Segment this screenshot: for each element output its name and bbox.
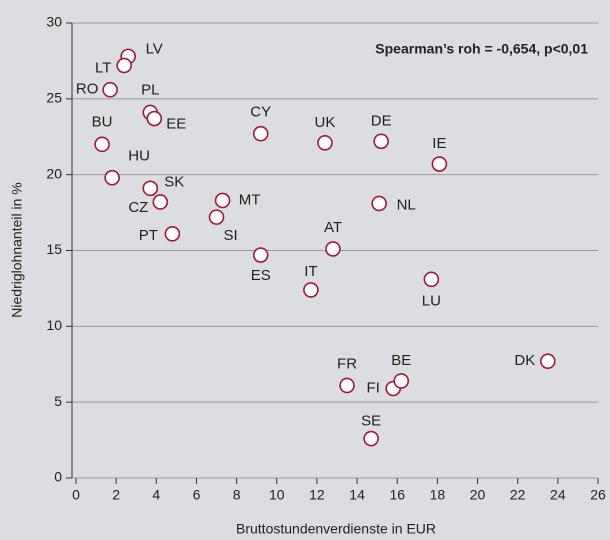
point xyxy=(252,125,269,142)
point-label: SE xyxy=(361,413,381,430)
point xyxy=(214,192,231,209)
point-label: FR xyxy=(337,355,357,372)
point xyxy=(317,135,333,151)
x-tick-label: 22 xyxy=(510,487,526,503)
y-tick-label: 0 xyxy=(54,469,62,485)
x-tick-label: 2 xyxy=(112,487,120,503)
point-label: MT xyxy=(239,191,261,208)
x-tick-label: 12 xyxy=(309,487,325,503)
point-label: BE xyxy=(391,352,411,369)
point-label: LV xyxy=(146,40,163,57)
point xyxy=(363,430,379,447)
point-label: RO xyxy=(76,81,99,98)
point-label: EE xyxy=(166,116,186,133)
x-tick-label: 24 xyxy=(550,487,566,503)
point-label: PL xyxy=(141,81,159,98)
x-tick-label: 8 xyxy=(233,487,241,503)
point xyxy=(104,169,120,186)
point-label: SI xyxy=(223,227,237,244)
point-label: DK xyxy=(514,352,535,369)
point xyxy=(164,226,181,242)
point-label: ES xyxy=(251,267,271,284)
x-tick-label: 20 xyxy=(470,487,486,503)
point xyxy=(540,353,556,370)
y-tick-label: 30 xyxy=(46,14,62,30)
point xyxy=(423,271,440,288)
point-label: NL xyxy=(397,196,416,213)
x-tick-label: 0 xyxy=(72,487,80,503)
y-tick-label: 15 xyxy=(46,241,62,257)
y-tick-label: 25 xyxy=(46,90,62,106)
y-tick-label: 10 xyxy=(46,317,62,333)
x-tick-label: 16 xyxy=(389,487,405,503)
x-tick-label: 10 xyxy=(269,487,285,503)
x-tick-label: 26 xyxy=(590,487,606,503)
x-tick-label: 4 xyxy=(152,487,160,503)
point xyxy=(208,209,225,225)
x-tick-label: 14 xyxy=(349,487,365,503)
point-label: UK xyxy=(315,114,336,131)
point-label: DE xyxy=(371,112,392,129)
x-tick-label: 6 xyxy=(193,487,201,503)
point xyxy=(339,377,355,394)
point xyxy=(152,194,169,210)
point xyxy=(142,180,159,197)
point xyxy=(373,133,389,150)
annotation: Spearman’s roh = -0,654, p<0,01 xyxy=(375,41,588,57)
point-label: IT xyxy=(304,263,317,280)
point xyxy=(94,136,110,153)
point-label: CY xyxy=(250,104,271,121)
point-label: CZ xyxy=(128,199,148,216)
x-axis-title: Bruttostundenverdienste in EUR xyxy=(236,521,436,537)
point xyxy=(252,247,269,263)
x-tick-label: 18 xyxy=(430,487,446,503)
point-label: AT xyxy=(324,219,342,236)
y-axis-title: Niedriglohnanteil in % xyxy=(9,182,25,317)
point-label: IE xyxy=(432,135,446,152)
point-label: HU xyxy=(128,148,150,165)
point xyxy=(146,110,163,127)
point-label: SK xyxy=(164,173,184,190)
point xyxy=(431,156,448,172)
y-tick-label: 5 xyxy=(54,393,62,409)
point-label: PT xyxy=(139,227,158,244)
point-label: FI xyxy=(367,379,380,396)
y-tick-label: 20 xyxy=(46,165,62,181)
point xyxy=(393,373,410,389)
point xyxy=(303,282,319,298)
point xyxy=(116,57,132,74)
point xyxy=(102,81,118,98)
point-label: LU xyxy=(422,292,441,309)
point xyxy=(325,241,341,257)
point xyxy=(371,195,387,212)
point-label: BU xyxy=(92,113,113,130)
point-label: LT xyxy=(95,59,111,76)
